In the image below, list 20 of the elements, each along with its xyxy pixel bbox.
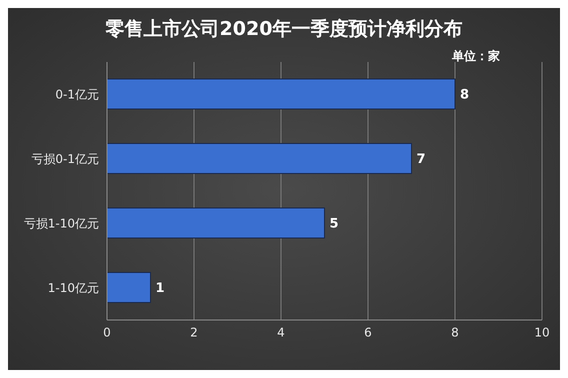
x-tick-label: 8	[451, 326, 459, 340]
x-tick-label: 10	[534, 326, 550, 340]
chart-subtitle: 单位：家	[452, 48, 500, 65]
y-tick-label: 亏损1-10亿元	[24, 216, 99, 231]
y-tick-label: 亏损0-1亿元	[31, 152, 99, 166]
x-tick-label: 4	[277, 326, 285, 340]
y-tick-label: 0-1亿元	[55, 88, 99, 102]
x-tick-label: 0	[103, 326, 111, 340]
chart-title: 零售上市公司2020年一季度预计净利分布	[104, 17, 464, 42]
bar	[107, 143, 412, 174]
data-label: 8	[460, 88, 470, 103]
y-tick-label: 1-10亿元	[48, 281, 99, 296]
bar	[107, 208, 325, 238]
bar	[107, 78, 456, 110]
x-tick-label: 2	[190, 326, 198, 340]
bar	[107, 272, 151, 303]
data-label: 1	[156, 281, 165, 296]
data-label: 5	[330, 216, 339, 232]
x-tick-label: 6	[364, 326, 372, 340]
data-label: 7	[416, 152, 426, 168]
